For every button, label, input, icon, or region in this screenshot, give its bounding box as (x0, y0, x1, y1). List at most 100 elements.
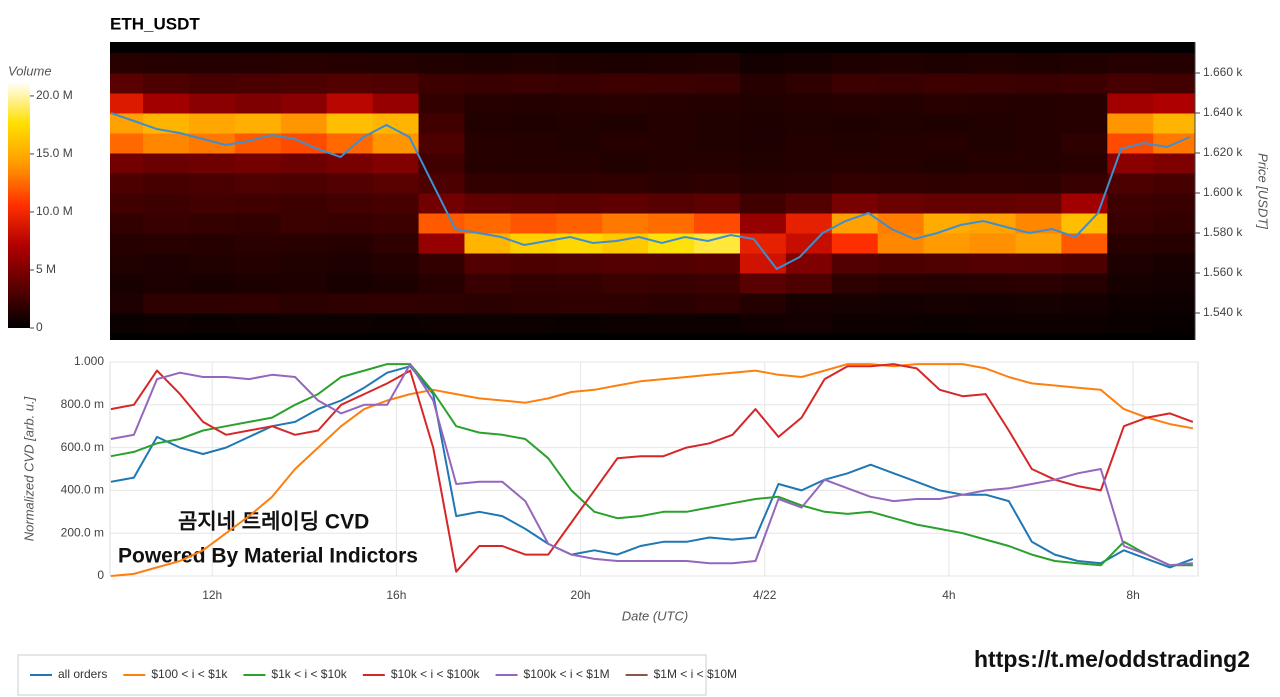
heatmap-cell (110, 233, 144, 254)
heatmap-cell (969, 133, 1016, 154)
heatmap-cell (1153, 213, 1195, 234)
heatmap-cell (510, 93, 557, 114)
heatmap-cell (694, 233, 741, 254)
heatmap-cell (326, 253, 374, 274)
heatmap-cell (785, 233, 833, 254)
heatmap-cell (739, 213, 787, 234)
heatmap-cell (464, 193, 511, 214)
heatmap-cell (648, 173, 695, 194)
heatmap-cell (923, 53, 971, 74)
heatmap-cell (1015, 73, 1062, 94)
legend-label: $100k < i < $1M (524, 667, 610, 681)
heatmap-cell (785, 73, 833, 94)
heatmap-cell (923, 313, 971, 334)
heatmap-cell (464, 113, 511, 134)
heatmap-cell (923, 213, 971, 234)
heatmap-cell (831, 193, 879, 214)
heatmap-cell (464, 73, 511, 94)
heatmap-cell (234, 53, 282, 74)
heatmap-cell (464, 153, 511, 174)
heatmap-cell (694, 293, 741, 314)
x-tick-label: 12h (202, 588, 222, 602)
heatmap-cell (1061, 173, 1108, 194)
heatmap-cell (1015, 173, 1062, 194)
heatmap-cell (143, 153, 190, 174)
heatmap-cell (739, 133, 787, 154)
heatmap-cell (372, 253, 420, 274)
y-tick-label: 1.620 k (1203, 145, 1243, 159)
heatmap-cell (694, 153, 741, 174)
heatmap-cell (831, 53, 879, 74)
heatmap-cell (280, 213, 328, 234)
series-line (110, 363, 1194, 577)
heatmap-cell (1061, 213, 1108, 234)
heatmap-cell (1107, 93, 1154, 114)
heatmap-cell (739, 173, 787, 194)
heatmap-cell (969, 73, 1016, 94)
heatmap-cell (110, 93, 144, 114)
heatmap-cell (877, 53, 925, 74)
heatmap-cell (143, 293, 190, 314)
heatmap-cell (1061, 273, 1108, 294)
heatmap-cell (831, 213, 879, 234)
heatmap-cell (280, 113, 328, 134)
heatmap-cell (188, 133, 236, 154)
y-tick-label: 400.0 m (61, 483, 104, 497)
price-line (110, 112, 1191, 271)
heatmap-cell (923, 153, 971, 174)
heatmap-cell (785, 113, 833, 134)
heatmap-cell (831, 293, 879, 314)
heatmap-cell (785, 93, 833, 114)
heatmap-cell (694, 133, 741, 154)
heatmap-cell (969, 273, 1016, 294)
heatmap-cell (648, 233, 695, 254)
heatmap-cell (510, 73, 557, 94)
series-line (110, 363, 1194, 573)
heatmap-cell (110, 53, 144, 74)
heatmap-cell (372, 113, 420, 134)
heatmap-cell (556, 193, 603, 214)
heatmap-cell (602, 153, 649, 174)
heatmap-cell (464, 93, 511, 114)
heatmap-cell (785, 313, 833, 334)
heatmap-cell (510, 53, 557, 74)
heatmap-cell (648, 293, 695, 314)
x-tick-label: 8h (1126, 588, 1139, 602)
heatmap-cell (648, 213, 695, 234)
heatmap-cell (372, 93, 420, 114)
heatmap-cell (694, 213, 741, 234)
series-line (110, 363, 1193, 567)
heatmap-cell (188, 93, 236, 114)
heatmap-cell (234, 313, 282, 334)
heatmap-cell (234, 273, 282, 294)
heatmap-cell (1061, 193, 1108, 214)
heatmap-cell (969, 233, 1016, 254)
heatmap-cell (785, 293, 833, 314)
heatmap-cell (969, 93, 1016, 114)
heatmap-cell (1153, 313, 1195, 334)
y-tick-label: 800.0 m (61, 397, 104, 411)
heatmap-cell (648, 133, 695, 154)
link[interactable]: https://t.me/oddstrading2 (974, 646, 1250, 672)
heatmap-cell (1061, 233, 1108, 254)
heatmap-cell (877, 133, 925, 154)
heatmap-cell (143, 173, 190, 194)
colorbar-tick-label: 5 M (36, 262, 56, 276)
heatmap (110, 53, 1195, 334)
colorbar-tick-label: 0 (36, 320, 43, 334)
heatmap-cell (556, 313, 603, 334)
heatmap-cell (280, 93, 328, 114)
heatmap-cell (1061, 313, 1108, 334)
heatmap-cell (188, 113, 236, 134)
annotation: Powered By Material Indictors (118, 545, 418, 568)
heatmap-cell (234, 113, 282, 134)
heatmap-cell (785, 133, 833, 154)
heatmap-cell (556, 113, 603, 134)
heatmap-cell (1061, 53, 1108, 74)
heatmap-cell (110, 313, 144, 334)
heatmap-cell (326, 193, 374, 214)
heatmap-cell (234, 233, 282, 254)
heatmap-cell (602, 273, 649, 294)
heatmap-cell (372, 193, 420, 214)
heatmap-cell (1015, 113, 1062, 134)
